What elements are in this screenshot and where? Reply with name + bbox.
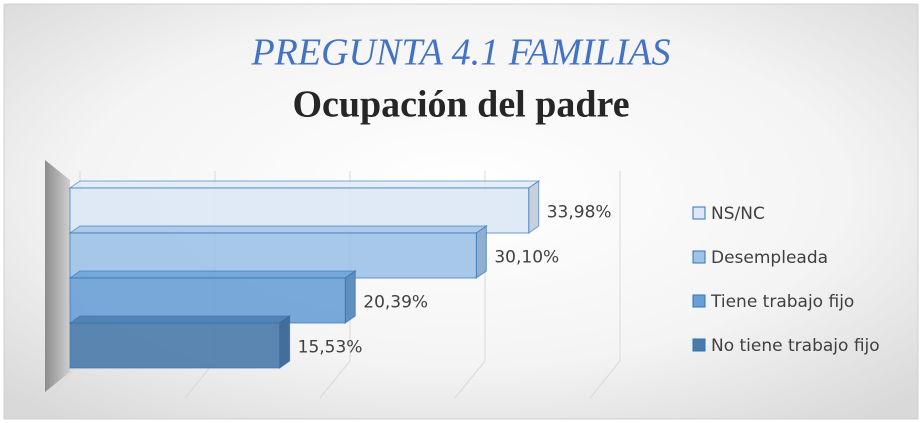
bar xyxy=(69,322,281,369)
bar-top xyxy=(68,225,488,234)
legend-swatch xyxy=(692,206,706,220)
floor-line xyxy=(319,360,351,399)
data-label: 33,98% xyxy=(547,203,612,223)
legend-swatch xyxy=(692,338,706,352)
data-label: 15,53% xyxy=(298,338,363,358)
legend-label: Desempleada xyxy=(711,248,828,268)
data-label: 20,39% xyxy=(363,293,428,313)
bar-top xyxy=(68,180,541,189)
legend-label: NS/NC xyxy=(711,204,765,224)
floor-line xyxy=(589,360,621,399)
bar-side xyxy=(475,225,487,279)
bar-side xyxy=(279,315,291,369)
bar-top xyxy=(68,315,292,324)
bar-side xyxy=(528,180,540,234)
legend-swatch xyxy=(692,250,706,264)
side-wall xyxy=(45,160,70,392)
legend-label: Tiene trabajo fijo xyxy=(710,292,854,312)
chart-subtitle: Ocupación del padre xyxy=(292,84,629,126)
bar-top xyxy=(68,270,357,279)
bar-side xyxy=(344,270,356,324)
floor-line xyxy=(454,360,486,399)
chart-title: PREGUNTA 4.1 FAMILIAS xyxy=(250,32,670,74)
legend-swatch xyxy=(692,294,706,308)
legend-label: No tiene trabajo fijo xyxy=(711,336,880,356)
data-label: 30,10% xyxy=(494,248,559,268)
